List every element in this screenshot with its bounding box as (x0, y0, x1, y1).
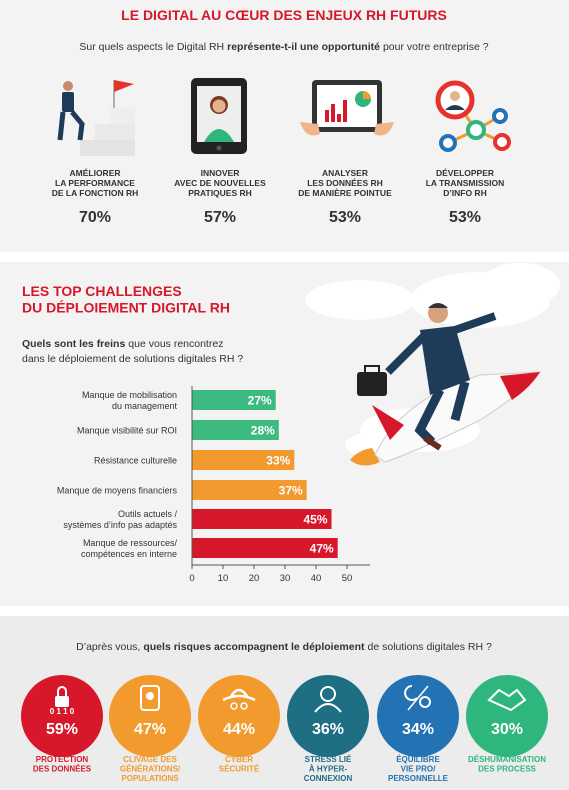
question: dans le déploiement de solutions digital… (22, 353, 243, 365)
icon (230, 702, 238, 710)
risk-value: 30% (491, 721, 523, 738)
text-span: de solutions digitales RH ? (368, 641, 492, 653)
y-tick-label: Manque de moyens financiers (57, 486, 178, 496)
value-label: 45% (303, 513, 327, 527)
opportunity-value: 53% (449, 209, 481, 226)
text-span: que vous rencontrez (128, 338, 223, 350)
value-label: 47% (310, 542, 334, 556)
y-tick-label: Manque de ressources/compétences en inte… (81, 538, 178, 559)
x-tick-label: 10 (218, 573, 229, 584)
bar (192, 450, 295, 470)
value-label: 28% (251, 424, 275, 438)
icon-network (435, 80, 511, 152)
text-span: Sur quels aspects le Digital RH (79, 41, 224, 53)
risk-value: 36% (312, 721, 344, 738)
opportunity-label: ANALYSER LES DONNÉES RH DE MANIÈRE POINTUE (298, 168, 392, 198)
icon (320, 686, 336, 702)
x-tick-label: 30 (280, 573, 291, 584)
icon (314, 703, 342, 713)
risk-circle (466, 675, 548, 757)
icon-tablet-person (191, 78, 247, 154)
question: Quels sont les freins que vous rencontrez (22, 338, 223, 350)
risk-circle (198, 675, 280, 757)
opportunity-label: DÉVELOPPER LA TRANSMISSION D’INFO RH (426, 168, 505, 198)
risk-item: 44% CYBER SÉCURITÉ (198, 675, 280, 773)
risk-circle (377, 675, 459, 757)
y-tick-label: Résistance culturelle (94, 456, 177, 466)
bar (192, 480, 307, 500)
x-tick-label: 50 (342, 573, 353, 584)
bar (192, 509, 332, 529)
risk-item: 34% ÉQUILIBRE VIE PRO/PERSONNELLE (377, 675, 459, 783)
risk-circle (109, 675, 191, 757)
section-title: LES TOP CHALLENGES DU DÉPLOIEMENT DIGITAL… (22, 283, 230, 316)
risk-item: 36% STRESS LIÉ À HYPER-CONNEXION (287, 675, 369, 783)
question: Sur quels aspects le Digital RH représent… (79, 41, 488, 53)
icon (487, 688, 527, 712)
icon (146, 692, 154, 700)
text-span: D’après vous, (76, 641, 140, 653)
text-span: Quels sont les freins (22, 338, 125, 350)
risk-label: CLIVAGE DES GÉNÉRATIONS/POPULATIONS (120, 755, 181, 783)
risk-circle (287, 675, 369, 757)
bar (192, 390, 276, 410)
x-tick-label: 20 (249, 573, 260, 584)
value-label: 37% (279, 484, 303, 498)
risk-item: 47% CLIVAGE DES GÉNÉRATIONS/POPULATIONS (109, 675, 191, 783)
opportunity-label: INNOVER AVEC DE NOUVELLES PRATIQUES RH (174, 168, 266, 198)
icon-stairs (57, 80, 135, 156)
bar (192, 538, 338, 558)
risk-value: 47% (134, 721, 166, 738)
y-tick-label: Outils actuels / systèmes d’info pas adap… (63, 509, 177, 530)
x-tick-label: 40 (311, 573, 322, 584)
icon (404, 685, 418, 701)
risk-value: 44% (223, 721, 255, 738)
illustration-rocket (305, 263, 560, 466)
x-tick-label: 0 (189, 573, 194, 584)
value-label: 33% (266, 454, 290, 468)
risk-label: CYBER SÉCURITÉ (219, 755, 260, 773)
icon (222, 688, 256, 702)
bar (192, 420, 279, 440)
risk-value: 34% (402, 721, 434, 738)
icon (57, 686, 67, 696)
icon-text: 0 1 1 0 (50, 707, 75, 716)
icon (419, 696, 431, 708)
risk-label: STRESS LIÉ À HYPER-CONNEXION (304, 755, 353, 783)
question: D’après vous, quels risques accompagnent … (76, 641, 492, 653)
risk-label: PROTECTION DES DONNÉES (33, 755, 92, 773)
risk-item: 0 1 1 0 59% PROTECTION DES DONNÉES (21, 675, 103, 773)
opportunity-value: 70% (79, 209, 111, 226)
icon (240, 702, 248, 710)
risk-label: ÉQUILIBRE VIE PRO/PERSONNELLE (388, 755, 449, 783)
text-span: pour votre entreprise ? (383, 41, 489, 53)
text-span: quels risques accompagnent le déploiemen… (143, 641, 365, 653)
y-tick-label: Manque visibilité sur ROI (77, 426, 177, 436)
icon (140, 685, 160, 711)
opportunity-label: AMÉLIORER LA PERFORMANCE DE LA FONCTION RH (52, 168, 139, 198)
risk-item: 30% DÉSHUMANISATION DES PROCESS (466, 675, 548, 773)
value-label: 27% (248, 394, 272, 408)
icon (407, 685, 429, 711)
risk-label: DÉSHUMANISATION DES PROCESS (468, 755, 546, 773)
icon-tablet-chart (300, 80, 394, 136)
y-tick-label: Manque de mobilisation du management (82, 390, 178, 411)
text-span: représente-t-il une opportunité (227, 41, 380, 53)
opportunity-value: 53% (329, 209, 361, 226)
icon (55, 696, 69, 707)
risk-value: 59% (46, 721, 78, 738)
opportunity-value: 57% (204, 209, 236, 226)
risk-circle (21, 675, 103, 757)
section-title: LE DIGITAL AU CŒUR DES ENJEUX RH FUTURS (121, 7, 447, 23)
